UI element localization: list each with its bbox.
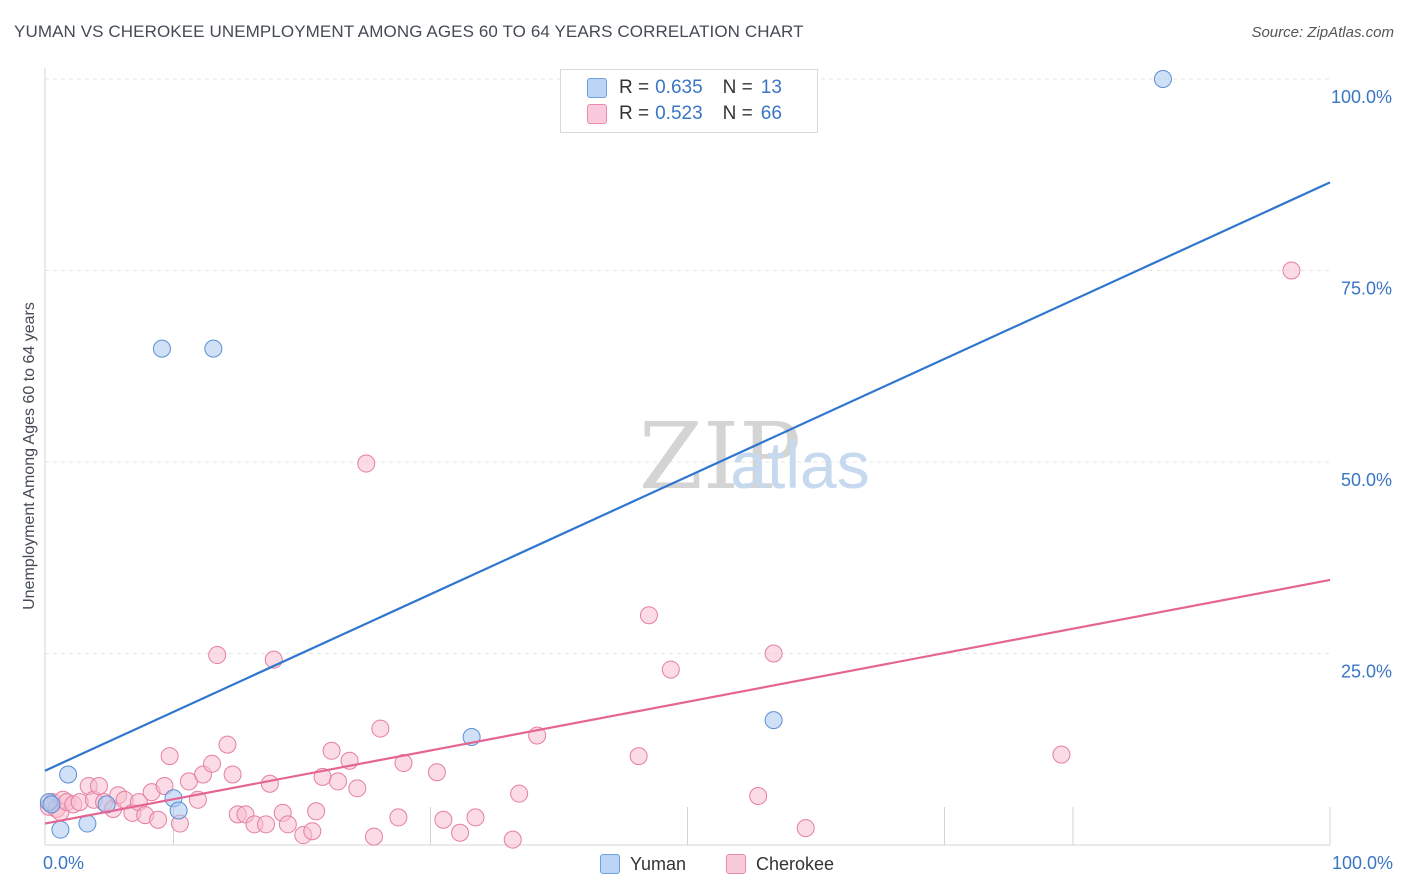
legend-item-cherokee: Cherokee — [726, 851, 834, 877]
cherokee-point — [260, 774, 279, 793]
y-tick-label: 25.0% — [1341, 662, 1392, 682]
yuman-point — [764, 711, 783, 730]
source-label: Source: ZipAtlas.com — [1251, 24, 1394, 41]
cherokee-point — [796, 819, 815, 838]
n-label: N = — [722, 103, 753, 124]
cherokee-point — [661, 660, 680, 679]
correlation-legend: R = 0.635 N = 13 R = 0.523 N = 66 — [560, 69, 818, 133]
cherokee-point — [218, 735, 237, 754]
watermark-atlas: atlas — [730, 428, 869, 502]
n-label: N = — [722, 77, 753, 98]
yuman-swatch — [587, 78, 607, 98]
cherokee-point — [303, 822, 322, 841]
cherokee-point — [328, 772, 347, 791]
trend-lines — [44, 181, 1331, 825]
yuman-point — [59, 765, 78, 784]
legend-row-cherokee: R = 0.523 N = 66 — [587, 102, 782, 126]
watermark-zip: ZIP — [639, 403, 801, 510]
cherokee-point — [149, 810, 168, 829]
legend-item-yuman: Yuman — [600, 851, 686, 877]
y-tick-label: 75.0% — [1341, 279, 1392, 299]
yuman-trend-line — [44, 181, 1331, 772]
cherokee-point — [427, 763, 446, 782]
yuman-point — [152, 339, 171, 358]
tick-labels: 25.0% 50.0% 75.0% 100.0% 0.0% 100.0% — [43, 87, 1393, 873]
yuman-legend-swatch — [600, 854, 620, 874]
cherokee-point — [389, 808, 408, 827]
cherokee-point — [639, 606, 658, 625]
cherokee-point — [764, 644, 783, 663]
cherokee-point — [466, 808, 485, 827]
cherokee-point — [364, 827, 383, 846]
x-tick-label-max: 100.0% — [1332, 853, 1393, 873]
x-tick-label-min: 0.0% — [43, 853, 84, 873]
cherokee-point — [371, 719, 390, 738]
gridlines — [45, 78, 1330, 654]
cherokee-point — [1052, 745, 1071, 764]
yuman-point — [42, 795, 61, 814]
cherokee-point — [89, 777, 108, 796]
cherokee-point — [1282, 261, 1301, 280]
cherokee-point — [208, 646, 227, 665]
yuman-point — [1153, 70, 1172, 88]
yuman-legend-label: Yuman — [630, 853, 687, 874]
cherokee-point — [203, 754, 222, 773]
cherokee-swatch — [587, 104, 607, 124]
chart-title: YUMAN VS CHEROKEE UNEMPLOYMENT AMONG AGE… — [14, 22, 804, 41]
cherokee-point — [155, 777, 174, 796]
cherokee-n-value: 66 — [760, 103, 782, 124]
r-label: R = — [619, 103, 650, 124]
yuman-point — [169, 801, 188, 820]
cherokee-point — [510, 784, 529, 803]
cherokee-point — [503, 830, 522, 849]
cherokee-point — [348, 779, 367, 798]
r-label: R = — [619, 77, 650, 98]
yuman-r-value: 0.635 — [655, 77, 703, 98]
cherokee-point — [160, 747, 179, 766]
cherokee-point — [434, 810, 453, 829]
yuman-n-value: 13 — [760, 77, 782, 98]
cherokee-trend-line — [44, 578, 1331, 825]
cherokee-point — [629, 747, 648, 766]
cherokee-point — [307, 802, 326, 821]
cherokee-legend-swatch — [726, 854, 746, 874]
legend-row-yuman: R = 0.635 N = 13 — [587, 76, 782, 100]
cherokee-point — [451, 823, 470, 842]
cherokee-point — [357, 454, 376, 473]
y-tick-label: 50.0% — [1341, 470, 1392, 490]
cherokee-point — [223, 765, 242, 784]
cherokee-legend-label: Cherokee — [756, 853, 835, 874]
cherokee-r-value: 0.523 — [655, 103, 703, 124]
cherokee-point — [257, 815, 276, 834]
y-tick-label: 100.0% — [1331, 87, 1392, 107]
yuman-point — [204, 339, 223, 358]
yuman-point — [51, 820, 70, 839]
cherokee-point — [278, 815, 297, 834]
cherokee-point — [322, 741, 341, 760]
cherokee-point — [749, 786, 768, 805]
